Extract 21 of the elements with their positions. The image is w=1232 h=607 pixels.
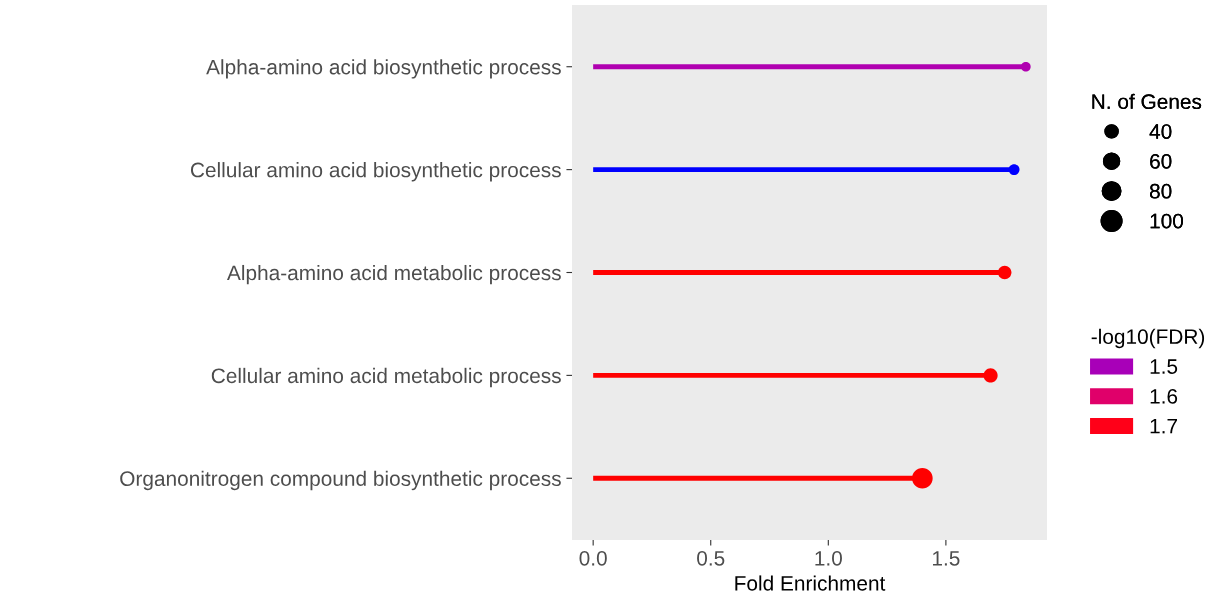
legend-label: 1.7: [1150, 419, 1177, 434]
x-axis-title: Fold Enrichment: [735, 575, 886, 591]
legend-label: 80: [1149, 183, 1172, 199]
legend-title: N. of Genes: [1092, 93, 1202, 110]
legend-label: 60: [1150, 153, 1172, 169]
x-tick-label: 1.5: [933, 551, 960, 566]
y-tick-label: Organonitrogen compound biosynthetic process: [120, 470, 561, 491]
x-tick-label: 1.0: [815, 550, 842, 566]
x-tick-label: 0.5: [697, 550, 725, 566]
legend-label: 1.6: [1150, 388, 1178, 404]
legend-label: 40: [1149, 124, 1172, 139]
y-tick-label: Cellular amino acid biosynthetic process: [190, 162, 561, 182]
y-tick-label: Alpha-amino acid biosynthetic process: [206, 59, 561, 79]
color-bar-title: -log10(FDR): [1091, 328, 1205, 349]
x-tick-label: 0.0: [579, 550, 607, 566]
y-tick-label: Alpha-amino acid metabolic process: [226, 264, 561, 285]
legend-label: 100: [1150, 213, 1184, 229]
y-tick-label: Cellular amino acid metabolic process: [211, 367, 561, 388]
legend-label: 1.5: [1150, 359, 1178, 374]
point: [997, 265, 1012, 280]
point: [983, 368, 998, 383]
